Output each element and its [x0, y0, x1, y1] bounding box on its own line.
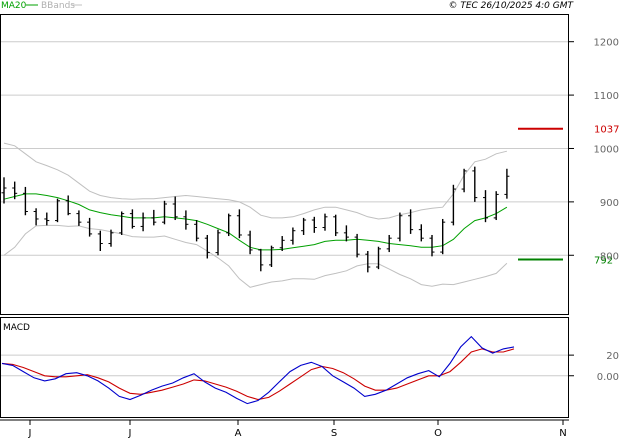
macd-lines	[1, 335, 515, 405]
ohlc-bar	[226, 213, 232, 237]
x-tick-label: N	[559, 428, 566, 439]
macd-panel: 0.00 20 MACD	[0, 317, 619, 418]
ohlc-bar	[247, 230, 253, 255]
ohlc-bar	[172, 196, 178, 221]
ohlc-bar	[483, 190, 488, 223]
ohlc-bar	[22, 186, 28, 216]
x-tick-label: J	[128, 428, 132, 439]
ohlc-bar	[87, 217, 93, 237]
macd-axis-ticks: 0.00 20	[568, 351, 619, 383]
ohlc-bar	[33, 208, 39, 226]
price-tick-label: 900	[600, 198, 619, 209]
ohlc-bar	[183, 210, 189, 230]
bollinger-bands	[3, 142, 508, 288]
price-tick-label: 800	[600, 251, 619, 262]
price-levels: 1037 792	[518, 125, 619, 267]
legend-ma20-label: MA20	[1, 1, 27, 11]
ohlc-bar	[1, 177, 7, 204]
ohlc-bar	[450, 184, 456, 226]
ohlc-bar	[343, 225, 349, 242]
ohlc-bar	[429, 234, 435, 257]
ohlc-bar	[408, 209, 414, 234]
bband-lower-line	[3, 224, 508, 288]
ma20-path	[3, 193, 508, 251]
ohlc-bar	[76, 210, 82, 226]
ohlc-bar	[12, 181, 18, 200]
ohlc-bar	[386, 234, 392, 253]
bband-upper-line	[3, 142, 508, 220]
ohlc-bar	[129, 209, 135, 229]
signal-line	[1, 348, 515, 401]
x-tick-label: O	[434, 428, 442, 439]
ohlc-bar	[504, 168, 510, 199]
ohlc-bars	[1, 166, 510, 273]
price-gridlines	[1, 41, 568, 256]
ohlc-bar	[65, 195, 71, 216]
price-tick-label: 1100	[594, 91, 619, 102]
ohlc-bar	[333, 214, 339, 237]
macd-line	[1, 335, 515, 405]
x-tick-label: A	[235, 428, 242, 439]
ohlc-bar	[376, 246, 381, 270]
copyright-notice: © TEC 26/10/2025 4:0 GMT	[448, 1, 574, 11]
ohlc-bar	[301, 217, 307, 235]
macd-tick-label: 20	[606, 351, 619, 362]
ohlc-bar	[140, 212, 146, 232]
macd-tick-label: 0.00	[597, 372, 619, 383]
ohlc-bar	[440, 218, 446, 255]
ohlc-bar	[269, 245, 274, 268]
price-tick-label: 1000	[594, 144, 619, 155]
ohlc-bar	[472, 166, 478, 202]
legend-bbands-label: BBands	[41, 1, 75, 11]
price-panel: 1037 792 800 900 1000 1100 1200	[0, 14, 619, 315]
ohlc-bar	[162, 200, 167, 225]
price-axis-ticks: 800 900 1000 1100 1200	[568, 38, 619, 262]
ohlc-bar	[279, 236, 285, 251]
ohlc-bar	[108, 229, 114, 247]
macd-label: MACD	[3, 323, 30, 333]
ohlc-bar	[119, 211, 125, 235]
ohlc-bar	[151, 209, 157, 226]
ohlc-bar	[55, 198, 60, 223]
ohlc-bar	[461, 168, 467, 193]
x-tick-label: S	[331, 428, 337, 439]
ohlc-bar	[290, 227, 296, 245]
ohlc-bar	[418, 224, 424, 242]
ohlc-bar	[258, 248, 264, 272]
ohlc-bar	[354, 233, 360, 258]
ohlc-bar	[236, 209, 242, 239]
macd-gridlines	[1, 354, 568, 377]
ohlc-bar	[44, 212, 50, 226]
x-tick-label: J	[28, 428, 32, 439]
price-tick-label: 1200	[594, 38, 619, 49]
ohlc-bar	[97, 230, 103, 251]
ohlc-bar	[493, 191, 499, 221]
ohlc-bar	[311, 216, 317, 233]
ohlc-bar	[397, 212, 403, 242]
ohlc-bar	[204, 234, 210, 259]
ohlc-bar	[194, 220, 200, 242]
level-label: 1037	[594, 125, 619, 136]
legend: MA20 BBands	[1, 1, 82, 11]
level-label: 792	[594, 256, 613, 267]
ohlc-bar	[322, 213, 328, 231]
ma20-line	[3, 193, 508, 251]
ohlc-bar	[365, 250, 371, 273]
ohlc-bar	[215, 229, 221, 256]
